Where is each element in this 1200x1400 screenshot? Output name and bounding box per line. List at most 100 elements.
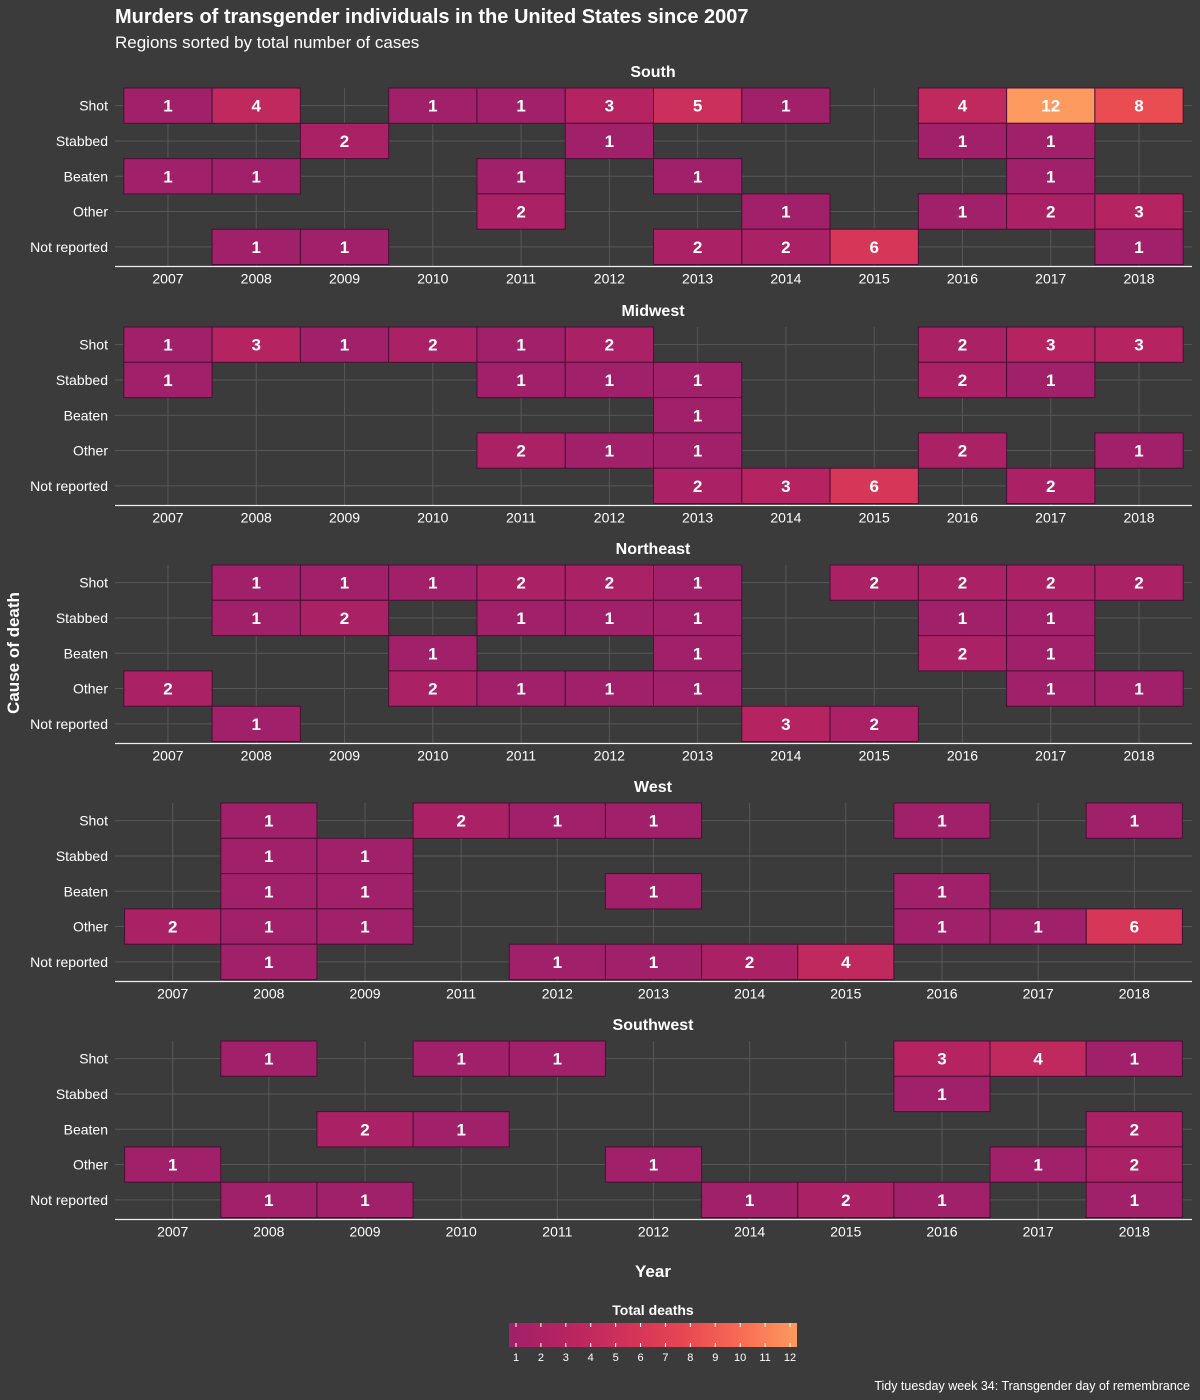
caption: Tidy tuesday week 34: Transgender day of… [874,1379,1190,1393]
y-tick-label: Other [73,1157,108,1173]
cell-value-label: 1 [168,1156,177,1175]
cell-value-label: 2 [1130,1156,1139,1175]
cell-value-label: 1 [264,918,273,937]
cell-value-label: 1 [264,847,273,866]
heatmap-cell [653,361,743,399]
heatmap-cell [564,599,654,637]
cell-value-label: 1 [516,680,525,699]
cell-value-label: 1 [1033,1156,1042,1175]
heatmap-cell [412,802,510,839]
heatmap-cell [917,193,1008,230]
x-tick-label: 2015 [859,510,890,526]
heatmap-cell [476,158,566,195]
y-tick-label: Other [73,919,108,935]
cell-value-label: 1 [605,371,614,390]
x-tick-label: 2016 [947,510,978,526]
cell-value-label: 1 [340,238,349,257]
y-tick-label: Not reported [30,1192,108,1208]
cell-value-label: 1 [163,167,172,186]
y-tick-label: Other [73,204,108,220]
x-tick-label: 2013 [682,748,713,764]
x-tick-label: 2015 [830,1224,861,1240]
x-tick-label: 2015 [859,748,890,764]
x-tick-label: 2018 [1119,1224,1150,1240]
heatmap-cell [220,1181,318,1218]
heatmap-cell [316,1111,414,1148]
cell-value-label: 1 [649,882,658,901]
legend-tick-label: 10 [734,1352,746,1364]
x-tick-label: 2012 [594,271,625,287]
x-tick-label: 2007 [152,510,183,526]
heatmap-cell [211,599,301,637]
cell-value-label: 1 [252,167,261,186]
cell-value-label: 1 [1130,1050,1139,1069]
heatmap-cell [917,122,1008,160]
x-tick-label: 2009 [349,1224,380,1240]
x-tick-label: 2009 [329,510,360,526]
heatmap-cell [917,87,1008,124]
x-tick-label: 2017 [1035,271,1066,287]
legend-color-bar [509,1323,797,1347]
heatmap-cell [653,670,743,707]
legend-tick-label: 5 [613,1352,619,1364]
heatmap-cell [211,228,301,265]
x-tick-label: 2010 [446,1224,477,1240]
cell-value-label: 1 [1046,132,1055,151]
x-tick-label: 2013 [638,986,669,1002]
heatmap-cell [220,873,318,910]
x-tick-label: 2014 [770,748,801,764]
cell-value-label: 1 [428,574,437,593]
heatmap-cell [508,943,606,981]
cell-value-label: 2 [1130,1120,1139,1139]
cell-value-label: 1 [693,609,702,628]
x-tick-label: 2009 [349,986,380,1002]
panel-midwest: Midwest Shot Stabbed Beaten Other Not reporte… [30,303,1192,526]
cell-value-label: 1 [605,442,614,461]
y-tick-label: Beaten [64,168,108,184]
chart-subtitle: Regions sorted by total number of cases [115,33,419,52]
cell-value-label: 1 [1134,238,1143,257]
legend-ticks: 1 2 3 4 5 6 7 8 9 10 11 12 [513,1323,796,1364]
cell-value-label: 1 [693,371,702,390]
legend-tick-label: 1 [513,1352,519,1364]
x-tick-label: 2010 [417,510,448,526]
heatmap-cell [1094,326,1184,363]
cell-value-label: 3 [605,97,614,116]
cell-value-label: 2 [869,574,878,593]
x-tick-label: 2011 [506,510,536,526]
heatmap-cell [653,87,743,124]
cell-value-label: 1 [163,336,172,355]
chart-title: Murders of transgender individuals in th… [115,6,749,28]
heatmap-cell [604,943,703,981]
y-tick-label: Not reported [30,478,108,494]
heatmap-cell [564,432,654,469]
cell-value-label: 3 [781,477,790,496]
cell-value-label: 1 [264,812,273,831]
cell-value-label: 1 [781,97,790,116]
heatmap-cell [211,705,301,743]
y-tick-label: Stabbed [56,372,108,388]
heatmap-cell [701,943,799,981]
cell-value-label: 1 [1046,371,1055,390]
cell-value-label: 1 [937,1191,946,1210]
cell-value-label: 2 [1046,203,1055,222]
x-tick-label: 2007 [152,748,183,764]
cell-value-label: 1 [693,574,702,593]
x-tick-label: 2011 [446,986,476,1002]
x-tick-label: 2008 [241,271,272,287]
y-tick-label: Stabbed [56,848,108,864]
cell-value-label: 1 [958,132,967,151]
x-tick-label: 2017 [1023,986,1054,1002]
legend-title: Total deaths [612,1302,694,1318]
heatmap-cell [797,1181,895,1218]
cell-value-label: 1 [340,574,349,593]
heatmap-cell [741,228,831,265]
cell-value-label: 2 [340,132,349,151]
legend-tick-label: 9 [712,1352,718,1364]
x-tick-label: 2016 [947,271,978,287]
heatmap-cell [604,873,703,910]
cell-value-label: 1 [264,1191,273,1210]
x-tick-label: 2012 [594,510,625,526]
heatmap-cell [917,564,1008,601]
cell-value-label: 1 [937,812,946,831]
